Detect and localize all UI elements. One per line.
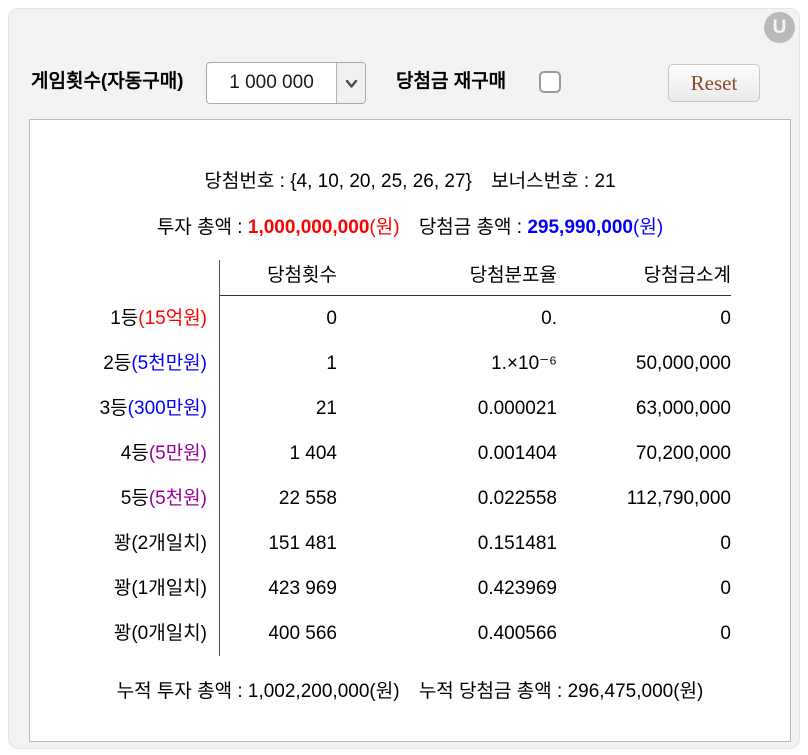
count-cell: 1 404 xyxy=(289,443,337,464)
game-count-label: 게임횟수(자동구매) xyxy=(31,71,184,92)
subtotal-cell: 63,000,000 xyxy=(635,398,731,419)
subtotal-cell: 0 xyxy=(720,533,731,554)
row-label: 5등(5천원) xyxy=(57,476,220,521)
distribution-cell: 0.151481 xyxy=(477,533,557,554)
bonus-number-label: 보너스번호 : xyxy=(491,171,590,192)
table-header-subtotal: 당첨금소계 xyxy=(557,260,731,296)
cumulative-invest-text: 누적 투자 총액 : 1,002,200,000(원) xyxy=(116,681,400,702)
rank-text: 4등 xyxy=(120,443,149,464)
row-label: 꽝(1개일치) xyxy=(57,566,220,611)
distribution-cell: 1.×10⁻⁶ xyxy=(491,353,557,374)
prize-text: (5천만원) xyxy=(131,353,207,374)
reset-button[interactable]: Reset xyxy=(668,64,760,102)
invest-total-unit: (원) xyxy=(369,217,400,238)
rank-text: 3등 xyxy=(99,398,128,419)
row-label: 3등(300만원) xyxy=(57,386,220,431)
prize-total-unit: (원) xyxy=(633,217,664,238)
row-label: 2등(5천만원) xyxy=(57,341,220,386)
rank-text: 꽝(2개일치) xyxy=(113,533,207,554)
subtotal-cell: 0 xyxy=(720,623,731,644)
row-label: 꽝(2개일치) xyxy=(57,521,220,566)
subtotal-cell: 0 xyxy=(720,578,731,599)
distribution-cell: 0.423969 xyxy=(477,578,557,599)
rank-text: 꽝(0개일치) xyxy=(113,623,207,644)
prize-text: (300만원) xyxy=(127,398,207,419)
distribution-cell: 0.022558 xyxy=(477,488,557,509)
game-count-dropdown[interactable]: 1 000 000 xyxy=(206,62,366,104)
winning-numbers-value: {4, 10, 20, 25, 26, 27} xyxy=(290,171,472,192)
prize-total-value: 295,990,000 xyxy=(527,217,634,238)
prize-text: (5천원) xyxy=(148,488,207,509)
prize-text: (15억원) xyxy=(138,308,207,329)
table-header-count: 당첨횟수 xyxy=(220,260,337,296)
prize-text: (5만원) xyxy=(148,443,207,464)
count-cell: 423 969 xyxy=(268,578,337,599)
results-table: 당첨횟수 당첨분포율 당첨금소계 1등(15억원) 0 0. 0 2등(5천만원… xyxy=(57,260,732,656)
count-cell: 151 481 xyxy=(268,533,337,554)
distribution-cell: 0.400566 xyxy=(477,623,557,644)
table-header-blank xyxy=(57,260,220,296)
game-count-value: 1 000 000 xyxy=(229,72,314,93)
row-label: 1등(15억원) xyxy=(57,296,220,341)
distribution-cell: 0.001404 xyxy=(477,443,557,464)
prize-total-label: 당첨금 총액 : xyxy=(418,217,523,238)
count-cell: 0 xyxy=(326,308,337,329)
count-cell: 1 xyxy=(326,353,337,374)
count-cell: 22 558 xyxy=(278,488,337,509)
count-cell: 21 xyxy=(315,398,337,419)
chevron-down-icon[interactable] xyxy=(336,63,365,103)
table-header-distribution: 당첨분포율 xyxy=(337,260,557,296)
rebuy-label: 당첨금 재구매 xyxy=(396,71,507,92)
results-panel: 당첨번호 : {4, 10, 20, 25, 26, 27} 보너스번호 : 2… xyxy=(29,119,791,742)
app-container: U 게임횟수(자동구매) 1 000 000 당첨금 재구매 Reset 당첨번… xyxy=(8,8,800,749)
rank-text: 1등 xyxy=(110,308,139,329)
winning-numbers-label: 당첨번호 : xyxy=(204,171,285,192)
rank-text: 2등 xyxy=(103,353,132,374)
bonus-number-value: 21 xyxy=(594,171,616,192)
wolfram-u-badge-icon: U xyxy=(764,12,795,43)
row-label: 4등(5만원) xyxy=(57,431,220,476)
distribution-cell: 0. xyxy=(541,308,557,329)
subtotal-cell: 50,000,000 xyxy=(635,353,731,374)
invest-total-label: 투자 총액 : xyxy=(156,217,243,238)
subtotal-cell: 70,200,000 xyxy=(635,443,731,464)
rank-text: 꽝(1개일치) xyxy=(113,578,207,599)
cumulative-prize-text: 누적 당첨금 총액 : 296,475,000(원) xyxy=(418,681,704,702)
rank-text: 5등 xyxy=(120,488,149,509)
invest-total-value: 1,000,000,000 xyxy=(247,217,370,238)
totals-line: 투자 총액 : 1,000,000,000(원) 당첨금 총액 : 295,99… xyxy=(30,212,790,239)
row-label: 꽝(0개일치) xyxy=(57,611,220,656)
cumulative-summary-line: 누적 투자 총액 : 1,002,200,000(원) 누적 당첨금 총액 : … xyxy=(30,676,790,703)
subtotal-cell: 112,790,000 xyxy=(626,488,731,509)
rebuy-checkbox[interactable] xyxy=(539,71,561,93)
count-cell: 400 566 xyxy=(268,623,337,644)
winning-numbers-line: 당첨번호 : {4, 10, 20, 25, 26, 27} 보너스번호 : 2… xyxy=(30,166,790,193)
distribution-cell: 0.000021 xyxy=(477,398,557,419)
subtotal-cell: 0 xyxy=(720,308,731,329)
